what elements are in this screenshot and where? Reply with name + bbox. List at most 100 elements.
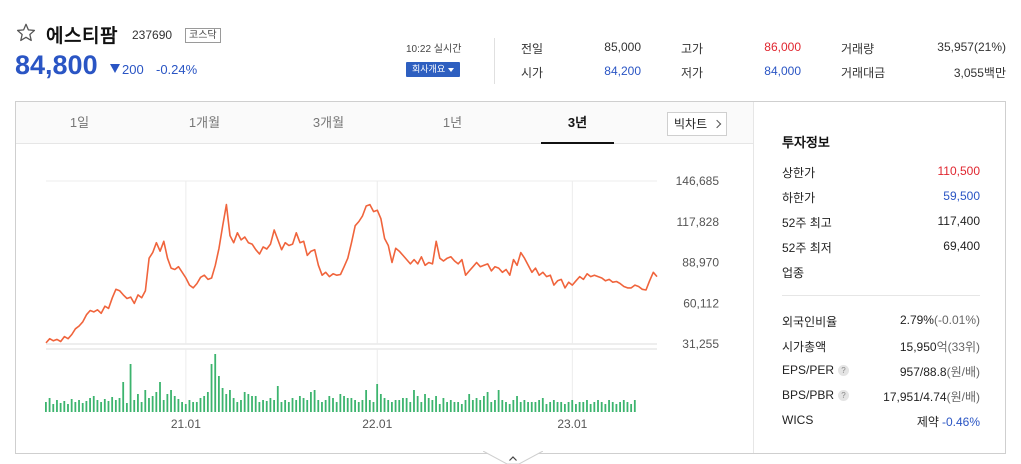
divider: [782, 295, 980, 296]
quote-value-high: 86,000: [764, 40, 801, 54]
volume-bar: [545, 404, 548, 412]
investment-value: 59,500: [943, 189, 980, 203]
stock-name[interactable]: 에스티팜: [46, 26, 118, 47]
volume-bar: [449, 400, 452, 412]
tab-1y[interactable]: 1년: [442, 115, 463, 130]
tab-3y[interactable]: 3년: [541, 102, 614, 144]
investment-label-text: 외국인비율: [782, 315, 838, 329]
volume-bar: [453, 402, 456, 412]
y-tick-label: 117,828: [677, 215, 720, 229]
volume-bar: [372, 402, 375, 412]
volume-bar: [199, 398, 202, 412]
quote-label-open: 시가: [521, 66, 544, 80]
volume-bar: [460, 404, 463, 412]
tab-3m[interactable]: 3개월: [312, 115, 345, 130]
y-tick-label: 146,685: [676, 174, 720, 188]
volume-bar: [181, 402, 183, 412]
investment-label: 52주 최고: [782, 216, 832, 230]
volume-bar: [217, 376, 220, 412]
quote-value-low: 84,000: [764, 64, 801, 78]
volume-bar: [619, 402, 621, 412]
volume-bar: [306, 400, 309, 412]
market-badge: 코스닥: [185, 28, 221, 43]
investment-value: 69,400: [943, 239, 980, 253]
help-icon[interactable]: ?: [838, 390, 850, 402]
investment-label: 52주 최저: [782, 241, 832, 255]
big-chart-button[interactable]: 빅차트: [667, 112, 727, 136]
quote-value-amount: 3,055백만: [953, 66, 1006, 80]
volume-bar: [302, 398, 305, 412]
volume-bar: [442, 398, 445, 412]
volume-bar: [70, 399, 73, 412]
volume-bar: [243, 392, 246, 412]
investment-value-main: 957/88.8: [899, 365, 947, 379]
tab-1d[interactable]: 1일: [69, 115, 90, 130]
volume-bar: [177, 399, 180, 412]
investment-label-text: EPS/PER: [782, 363, 835, 377]
volume-bar: [494, 400, 496, 412]
investment-row: 업종: [782, 264, 980, 280]
quote-label-volume: 거래량: [841, 42, 875, 56]
help-icon[interactable]: ?: [838, 365, 850, 377]
stock-header: 에스티팜 237690 코스닥 84,800 200 -0.24% 10:22 …: [0, 0, 1021, 95]
volume-bar: [420, 402, 423, 412]
volume-bar: [497, 390, 500, 412]
volume-bar: [604, 404, 607, 412]
volume-bar: [151, 396, 154, 412]
volume-bar: [600, 402, 603, 412]
volume-bar: [394, 400, 397, 412]
volume-bar: [81, 403, 84, 412]
volume-bar: [45, 402, 47, 412]
investment-value-main: 제약: [916, 415, 939, 429]
investment-row: 외국인비율 2.79%(-0.01%): [782, 313, 980, 329]
investment-value-main: 15,950: [899, 340, 937, 354]
volume-bar: [556, 402, 559, 412]
quote-value-open: 84,200: [604, 64, 641, 78]
volume-bar: [273, 400, 276, 412]
volume-bar: [586, 400, 588, 412]
volume-bar: [284, 400, 287, 412]
investment-row: 52주 최저 69,400: [782, 239, 980, 255]
favorite-star-icon[interactable]: [15, 22, 37, 44]
volume-bar: [328, 396, 331, 412]
down-arrow-icon: [110, 64, 120, 73]
tab-1m[interactable]: 1개월: [188, 115, 221, 130]
volume-bar: [96, 400, 99, 412]
volume-bar: [457, 402, 460, 412]
volume-bar: [571, 400, 574, 412]
volume-bar: [471, 400, 474, 412]
volume-bar: [324, 400, 327, 412]
volume-bar: [387, 400, 390, 412]
volume-bar: [379, 394, 382, 412]
volume-bar: [203, 396, 206, 412]
stock-code: 237690: [132, 28, 173, 42]
volume-bar: [527, 402, 529, 412]
volume-bar: [523, 400, 526, 412]
volume-bar: [118, 398, 121, 412]
volume-bar: [317, 400, 320, 412]
quote-value-volume: 35,957(21%): [937, 40, 1006, 54]
quote-value-prev: 85,000: [604, 40, 641, 54]
volume-bar: [137, 394, 139, 412]
investment-value-extra: 억(33위): [936, 340, 980, 354]
volume-bar: [67, 404, 69, 412]
volume-bar: [247, 394, 250, 412]
volume-bar: [512, 400, 515, 412]
investment-label: 업종: [782, 266, 805, 280]
volume-bar: [633, 400, 636, 412]
volume-bar: [89, 398, 91, 412]
volume-bar: [468, 394, 471, 412]
volume-bar: [575, 404, 577, 412]
company-info-button[interactable]: 회사개요: [406, 62, 461, 77]
quote-label-amount: 거래대금: [841, 66, 886, 80]
price-chart[interactable]: 146,685 117,828 88,970 60,112 31,255 21.01 22.…: [16, 144, 753, 453]
quote-label-prev: 전일: [521, 42, 544, 56]
collapse-toggle[interactable]: [483, 451, 543, 464]
investment-row: 시가총액 15,950억(33위): [782, 338, 980, 354]
volume-bar: [505, 402, 507, 412]
volume-bar: [155, 392, 158, 412]
investment-value-main: 2.79%: [899, 313, 934, 327]
volume-bar: [563, 404, 566, 412]
investment-row: 하한가 59,500: [782, 189, 980, 205]
volume-bar: [335, 402, 338, 412]
